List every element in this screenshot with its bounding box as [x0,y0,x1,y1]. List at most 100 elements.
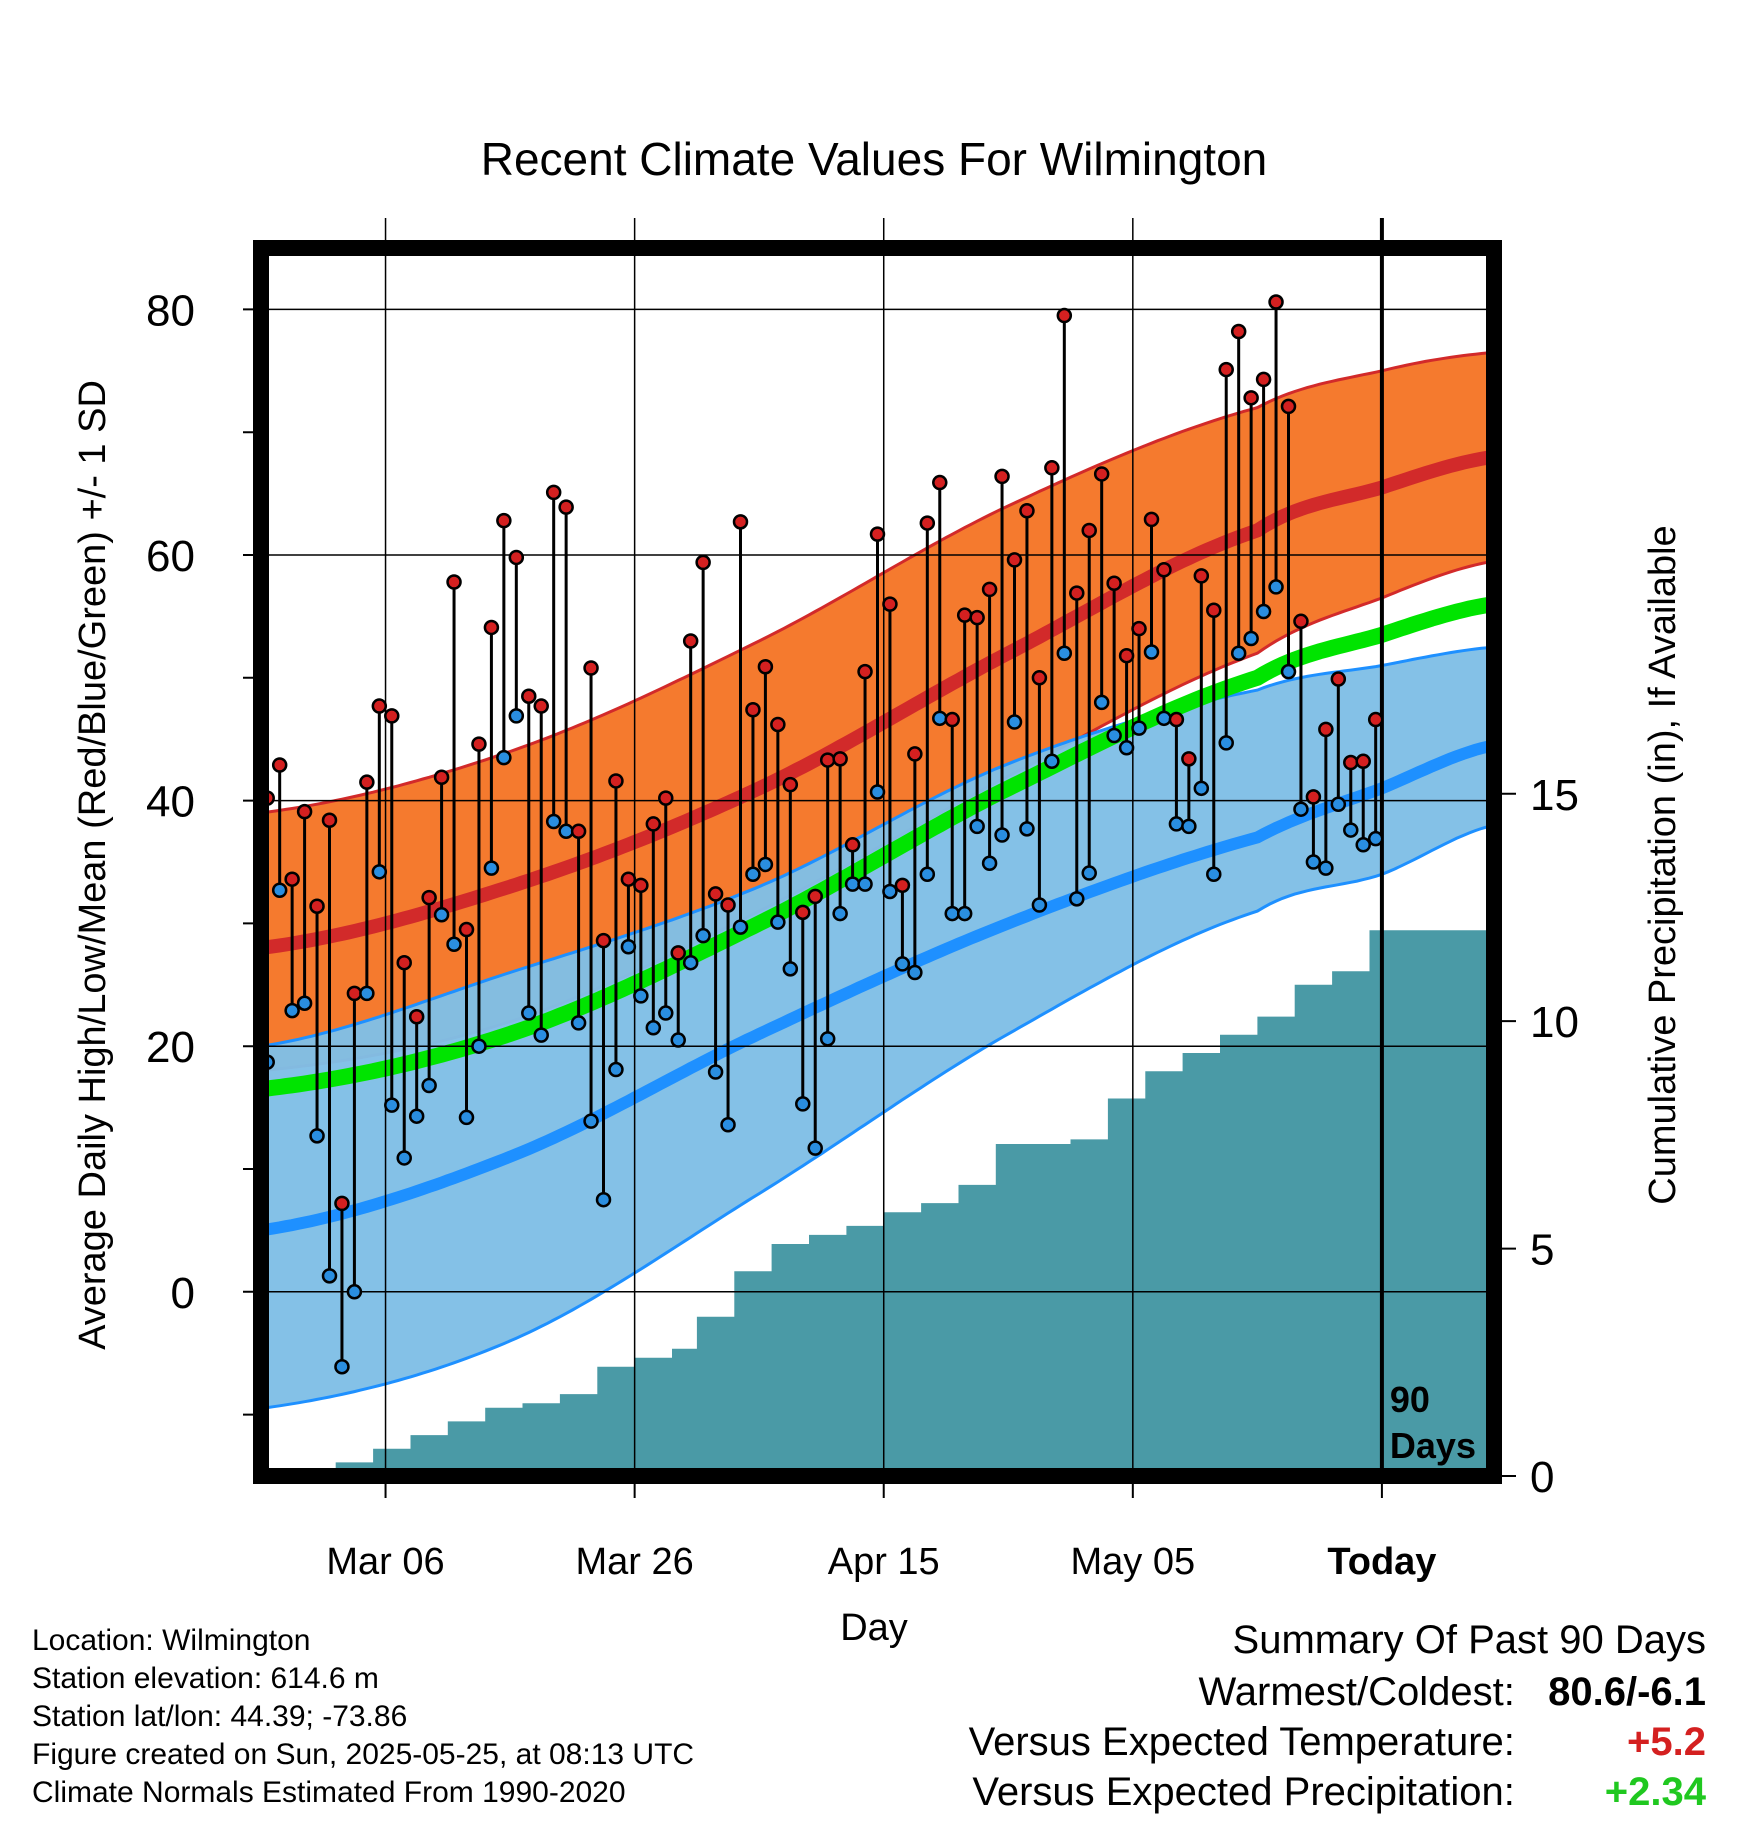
high-point [334,1195,350,1212]
low-point [944,905,960,922]
low-point [682,954,699,971]
high-point [483,619,500,636]
low-point [844,876,861,892]
low-point [1268,579,1284,595]
high-point [707,886,724,902]
low-point [334,1358,350,1375]
high-point [1093,466,1110,482]
low-point [732,919,749,935]
low-point [1118,740,1135,756]
low-sd-lower-edge [261,823,1494,1410]
high-point [882,596,898,612]
low-point [545,813,562,830]
low-point [1106,727,1122,744]
low-point [1305,854,1322,870]
high-point [371,698,388,714]
low-point [346,1284,363,1300]
high-point [421,889,437,906]
low-point [1280,663,1297,680]
low-point [1218,735,1234,751]
low-point [433,907,450,923]
low-point [1293,801,1309,817]
high-point [1081,522,1097,539]
summary-temp-label: Versus Expected Temperature: [968,1720,1515,1764]
high-point [869,526,886,542]
low-point [1230,645,1247,661]
high-point [296,803,313,820]
daily-observations [259,294,1384,1375]
low-point [608,1061,624,1078]
low-point [620,938,637,955]
low-point [1168,816,1185,832]
footer-normals: Climate Normals Estimated From 1990-2020 [32,1776,626,1809]
summary-precip-label: Versus Expected Precipitation: [972,1770,1515,1814]
high-point [620,871,637,887]
low-point [533,1027,549,1043]
low-point [819,1031,836,1047]
y2-tick-label: 15 [1530,771,1579,820]
high-point [446,574,462,590]
low-point [1006,714,1023,730]
high-point [1106,575,1122,591]
high-point [1255,371,1272,388]
high-point [857,663,873,680]
x-tick-label: Apr 15 [828,1541,940,1583]
high-point [321,812,338,828]
low-point [969,818,985,835]
low-point [782,961,799,977]
high-point [1367,711,1384,728]
low-point [1355,837,1371,853]
high-point [1343,754,1359,771]
high-point [969,609,985,626]
low-point [633,988,649,1004]
high-point [844,837,861,853]
low-point [396,1150,412,1166]
low-point [359,985,375,1002]
high-point [682,633,699,649]
high-point [633,877,649,894]
high-point [346,985,363,1002]
today-label-line2: Days [1390,1425,1476,1466]
low-point [745,866,761,883]
low-point [956,905,973,922]
high-point [521,688,537,704]
low-point [670,1032,686,1048]
normal-low-line [261,739,1494,1237]
high-point [732,514,749,530]
today-label-line1: 90 [1390,1379,1430,1420]
low-point [371,864,388,880]
summary-warmest-value: 80.6/-6.1 [1548,1670,1706,1714]
plot-frame [253,240,1502,1484]
low-point [583,1113,599,1129]
high-point [595,932,612,949]
high-point [1330,671,1347,687]
high-point [745,701,761,718]
high-point [919,515,936,531]
y2-tick-label: 0 [1530,1453,1554,1502]
low-point [1330,796,1347,813]
y-tick-label: 0 [171,1269,195,1318]
low-point [932,710,948,727]
low-point [882,883,898,900]
high-point [1069,585,1085,601]
low-point [1093,694,1110,711]
high-point [433,769,450,786]
low-point [1081,865,1097,881]
low-point [1156,710,1172,727]
low-point [271,882,288,898]
y-tick-label: 40 [146,778,195,827]
low-point [645,1020,662,1036]
high-point [1131,620,1147,637]
low-point [284,1002,300,1019]
high-point [1006,552,1023,568]
high-point [608,773,624,789]
low-point [1019,821,1035,837]
high-point [271,757,288,773]
high-point [583,660,599,676]
high-point [1118,647,1135,664]
high-point [1056,307,1073,324]
low-point [1343,822,1359,838]
high-point [795,904,811,921]
high-point [807,888,823,905]
high-point [1044,460,1060,476]
